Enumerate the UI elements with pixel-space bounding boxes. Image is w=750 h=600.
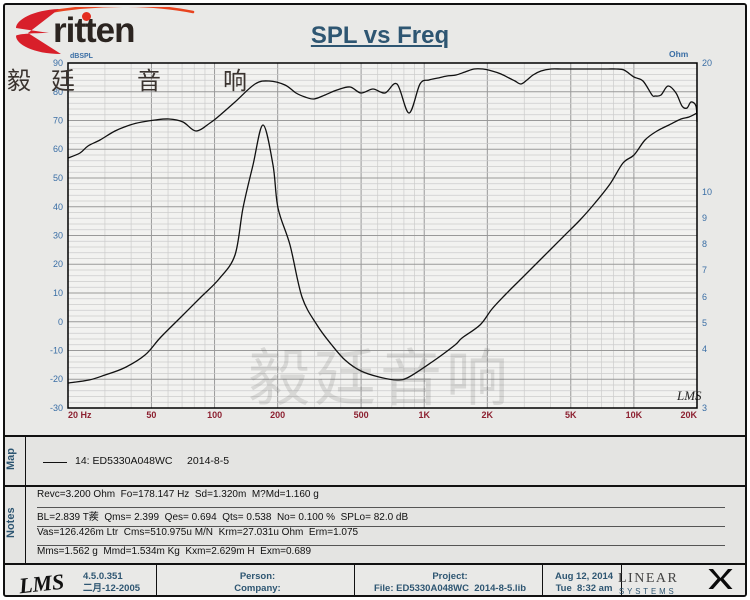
svg-text:3: 3 xyxy=(702,403,707,413)
svg-text:50: 50 xyxy=(53,173,63,183)
svg-text:6: 6 xyxy=(702,292,707,302)
svg-text:SYSTEMS: SYSTEMS xyxy=(619,587,677,596)
svg-text:0: 0 xyxy=(58,317,63,327)
svg-text:20 Hz: 20 Hz xyxy=(68,410,92,420)
svg-text:20: 20 xyxy=(53,259,63,269)
svg-text:10: 10 xyxy=(53,288,63,298)
svg-text:LMS: LMS xyxy=(676,388,702,403)
svg-text:4: 4 xyxy=(702,344,707,354)
svg-text:7: 7 xyxy=(702,265,707,275)
svg-text:10: 10 xyxy=(702,187,712,197)
svg-text:-10: -10 xyxy=(50,346,63,356)
svg-text:dBSPL: dBSPL xyxy=(70,53,94,60)
svg-text:40: 40 xyxy=(53,202,63,212)
svg-text:-30: -30 xyxy=(50,403,63,413)
svg-text:60: 60 xyxy=(53,144,63,154)
svg-text:5: 5 xyxy=(702,318,707,328)
svg-text:70: 70 xyxy=(53,116,63,126)
svg-text:LINEAR: LINEAR xyxy=(618,571,678,586)
svg-text:9: 9 xyxy=(702,213,707,223)
svg-text:20K: 20K xyxy=(680,410,697,420)
svg-text:-20: -20 xyxy=(50,374,63,384)
svg-text:Ohm: Ohm xyxy=(669,50,689,59)
svg-text:30: 30 xyxy=(53,231,63,241)
svg-text:10K: 10K xyxy=(626,410,643,420)
svg-text:8: 8 xyxy=(702,239,707,249)
